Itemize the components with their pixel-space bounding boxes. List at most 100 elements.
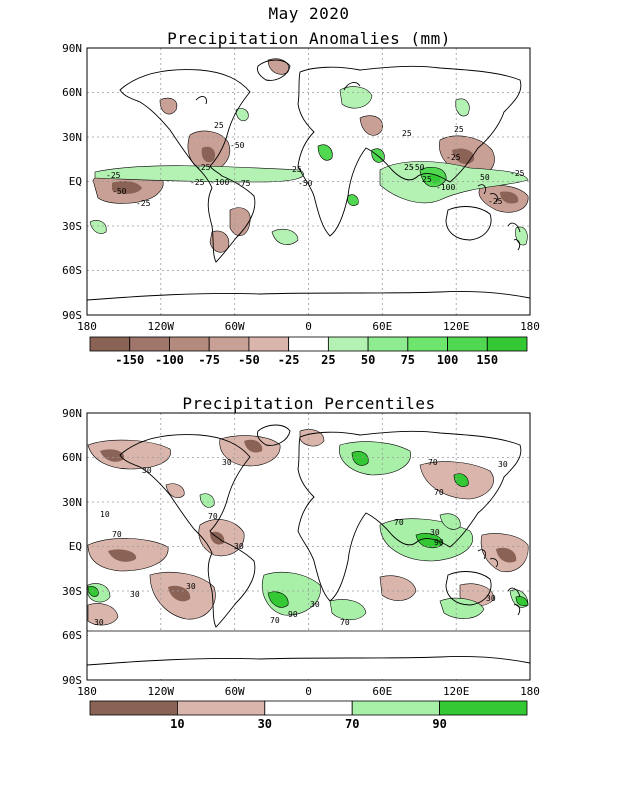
percentile-patch-satl-strong-wet (267, 591, 289, 608)
percentile-contour-labels: 30 30 10 70 70 30 30 30 30 90 30 70 70 7… (94, 458, 508, 627)
lat-label: 30N (62, 496, 82, 509)
panel1-title: Precipitation Anomalies (mm) (167, 29, 451, 48)
contour-label: -25 (196, 163, 211, 172)
contour-label: 90 (434, 538, 444, 547)
anomaly-patch-gulf-strong-dry (201, 146, 216, 163)
anomaly-colorbar-swatch (447, 336, 488, 352)
percentile-patch-alaska-strong-dry (100, 449, 125, 462)
percentile-colorbar-swatch (176, 700, 266, 716)
contour-label: -75 (236, 179, 251, 188)
anomaly-coastlines (87, 59, 530, 301)
anomaly-colorbar-swatch (89, 336, 131, 352)
percentile-patch-russia-strong-wet (351, 451, 369, 466)
contour-label: -100 (436, 183, 455, 192)
lon-label: 60E (372, 320, 392, 333)
contour-label: 70 (434, 488, 444, 497)
anomaly-colorbar-label: -150 (115, 353, 144, 367)
contour-label: 30 (486, 594, 496, 603)
contour-label: 70 (340, 618, 350, 627)
lon-label: 180 (520, 320, 540, 333)
contour-label: -25 (510, 169, 525, 178)
anomaly-patch-io-wet (379, 161, 529, 204)
contour-label: 25 (454, 125, 464, 134)
contour-label: -50 (112, 187, 127, 196)
percentile-colorbar-label: 70 (345, 717, 359, 731)
contour-label: 90 (288, 610, 298, 619)
percentile-patch-spac-dry (87, 603, 119, 626)
contour-label: 50 (480, 173, 490, 182)
anomaly-colorbar-swatch (208, 336, 250, 352)
contour-label: 25 (402, 129, 412, 138)
lon-label: 120W (148, 320, 175, 333)
percentile-antarctica (87, 656, 530, 666)
percentile-colorbar-swatch (89, 700, 178, 716)
contour-label: -50 (298, 179, 313, 188)
anomaly-patch-sahel-strong-wet (317, 144, 333, 161)
lon-label: 0 (305, 685, 312, 698)
percentile-colorbar-label: 30 (258, 717, 272, 731)
anomaly-colorbar-label: 150 (476, 353, 498, 367)
percentile-lon-labels: 180 120W 60W 0 60E 120E 180 (77, 685, 540, 698)
anomaly-map-frame (86, 47, 531, 316)
percentile-patch-sepac-strong-dry (168, 585, 191, 602)
percentile-patch-pacific-strong-dry (108, 549, 137, 562)
percentile-patch-io-strong-wet (415, 533, 443, 548)
anomaly-colorbar-swatch (486, 336, 528, 352)
anomaly-patch-satl-wet (271, 228, 299, 245)
contour-label: -25 (190, 178, 205, 187)
contour-label: -25 (488, 197, 503, 206)
anomaly-map: -50 -25 -25 -100 -50 -25 -75 -25 25 -50 … (62, 42, 540, 367)
anomaly-colorbar-label: -25 (278, 353, 300, 367)
contour-label: 25 (292, 165, 302, 174)
contour-label: 30 (498, 460, 508, 469)
contour-label: 25 (404, 163, 414, 172)
percentile-patch-npac-dry (165, 483, 185, 498)
anomaly-colorbar-swatch (129, 336, 170, 352)
anomaly-lon-labels: 180 120W 60W 0 60E 120E 180 (77, 320, 540, 333)
main-title: May 2020 (268, 4, 350, 23)
lon-label: 120E (443, 320, 470, 333)
percentile-patch-nz-strong-wet (515, 596, 529, 607)
percentile-patch-sio-wet (329, 599, 367, 621)
anomaly-colorbar-swatch (248, 336, 290, 352)
anomaly-colorbar-swatch (367, 336, 409, 352)
contour-label: 70 (112, 530, 122, 539)
anomaly-grid (87, 48, 530, 315)
contour-label: -25 (446, 153, 461, 162)
contour-label: 30 (222, 458, 232, 467)
anomaly-colorbar-swatch (169, 336, 210, 352)
anomaly-patch-itcz-wet (94, 165, 304, 183)
anomaly-colorbar-label: 75 (401, 353, 415, 367)
percentile-patch-sepac-strong-wet (87, 586, 99, 597)
contour-label: 30 (130, 590, 140, 599)
anomaly-patch-na-dry (159, 97, 178, 115)
lon-label: 180 (520, 685, 540, 698)
percentile-shading (87, 429, 529, 626)
lon-label: 120E (443, 685, 470, 698)
lat-label: 30N (62, 131, 82, 144)
contour-label: -50 (230, 141, 245, 150)
contour-label: -25 (106, 171, 121, 180)
lon-label: 120W (148, 685, 175, 698)
contour-label: -50 (410, 163, 425, 172)
percentile-patch-wpac-strong-dry (496, 547, 517, 563)
lat-label: 90N (62, 42, 82, 55)
anomaly-colorbar-swatch (327, 336, 369, 352)
anomaly-colorbar-label: -50 (238, 353, 260, 367)
percentile-patch-russia-wet (339, 441, 411, 476)
lat-label: 90N (62, 407, 82, 420)
lon-label: 0 (305, 320, 312, 333)
anomaly-colorbar-label: -75 (198, 353, 220, 367)
anomaly-patch-europe-wet (339, 86, 373, 109)
contour-label: -25 (136, 199, 151, 208)
percentile-colorbar-swatch (439, 700, 528, 716)
lon-label: 60W (225, 320, 245, 333)
anomaly-colorbar-label: 100 (437, 353, 459, 367)
percentile-patch-seasia-wet (439, 513, 461, 530)
percentile-nodata-mask (88, 631, 529, 679)
anomaly-patch-africa-strong-wet (347, 194, 359, 206)
lat-label: EQ (69, 540, 82, 553)
lon-label: 180 (77, 320, 97, 333)
contour-label: 70 (208, 512, 218, 521)
contour-label: 25 (422, 175, 432, 184)
